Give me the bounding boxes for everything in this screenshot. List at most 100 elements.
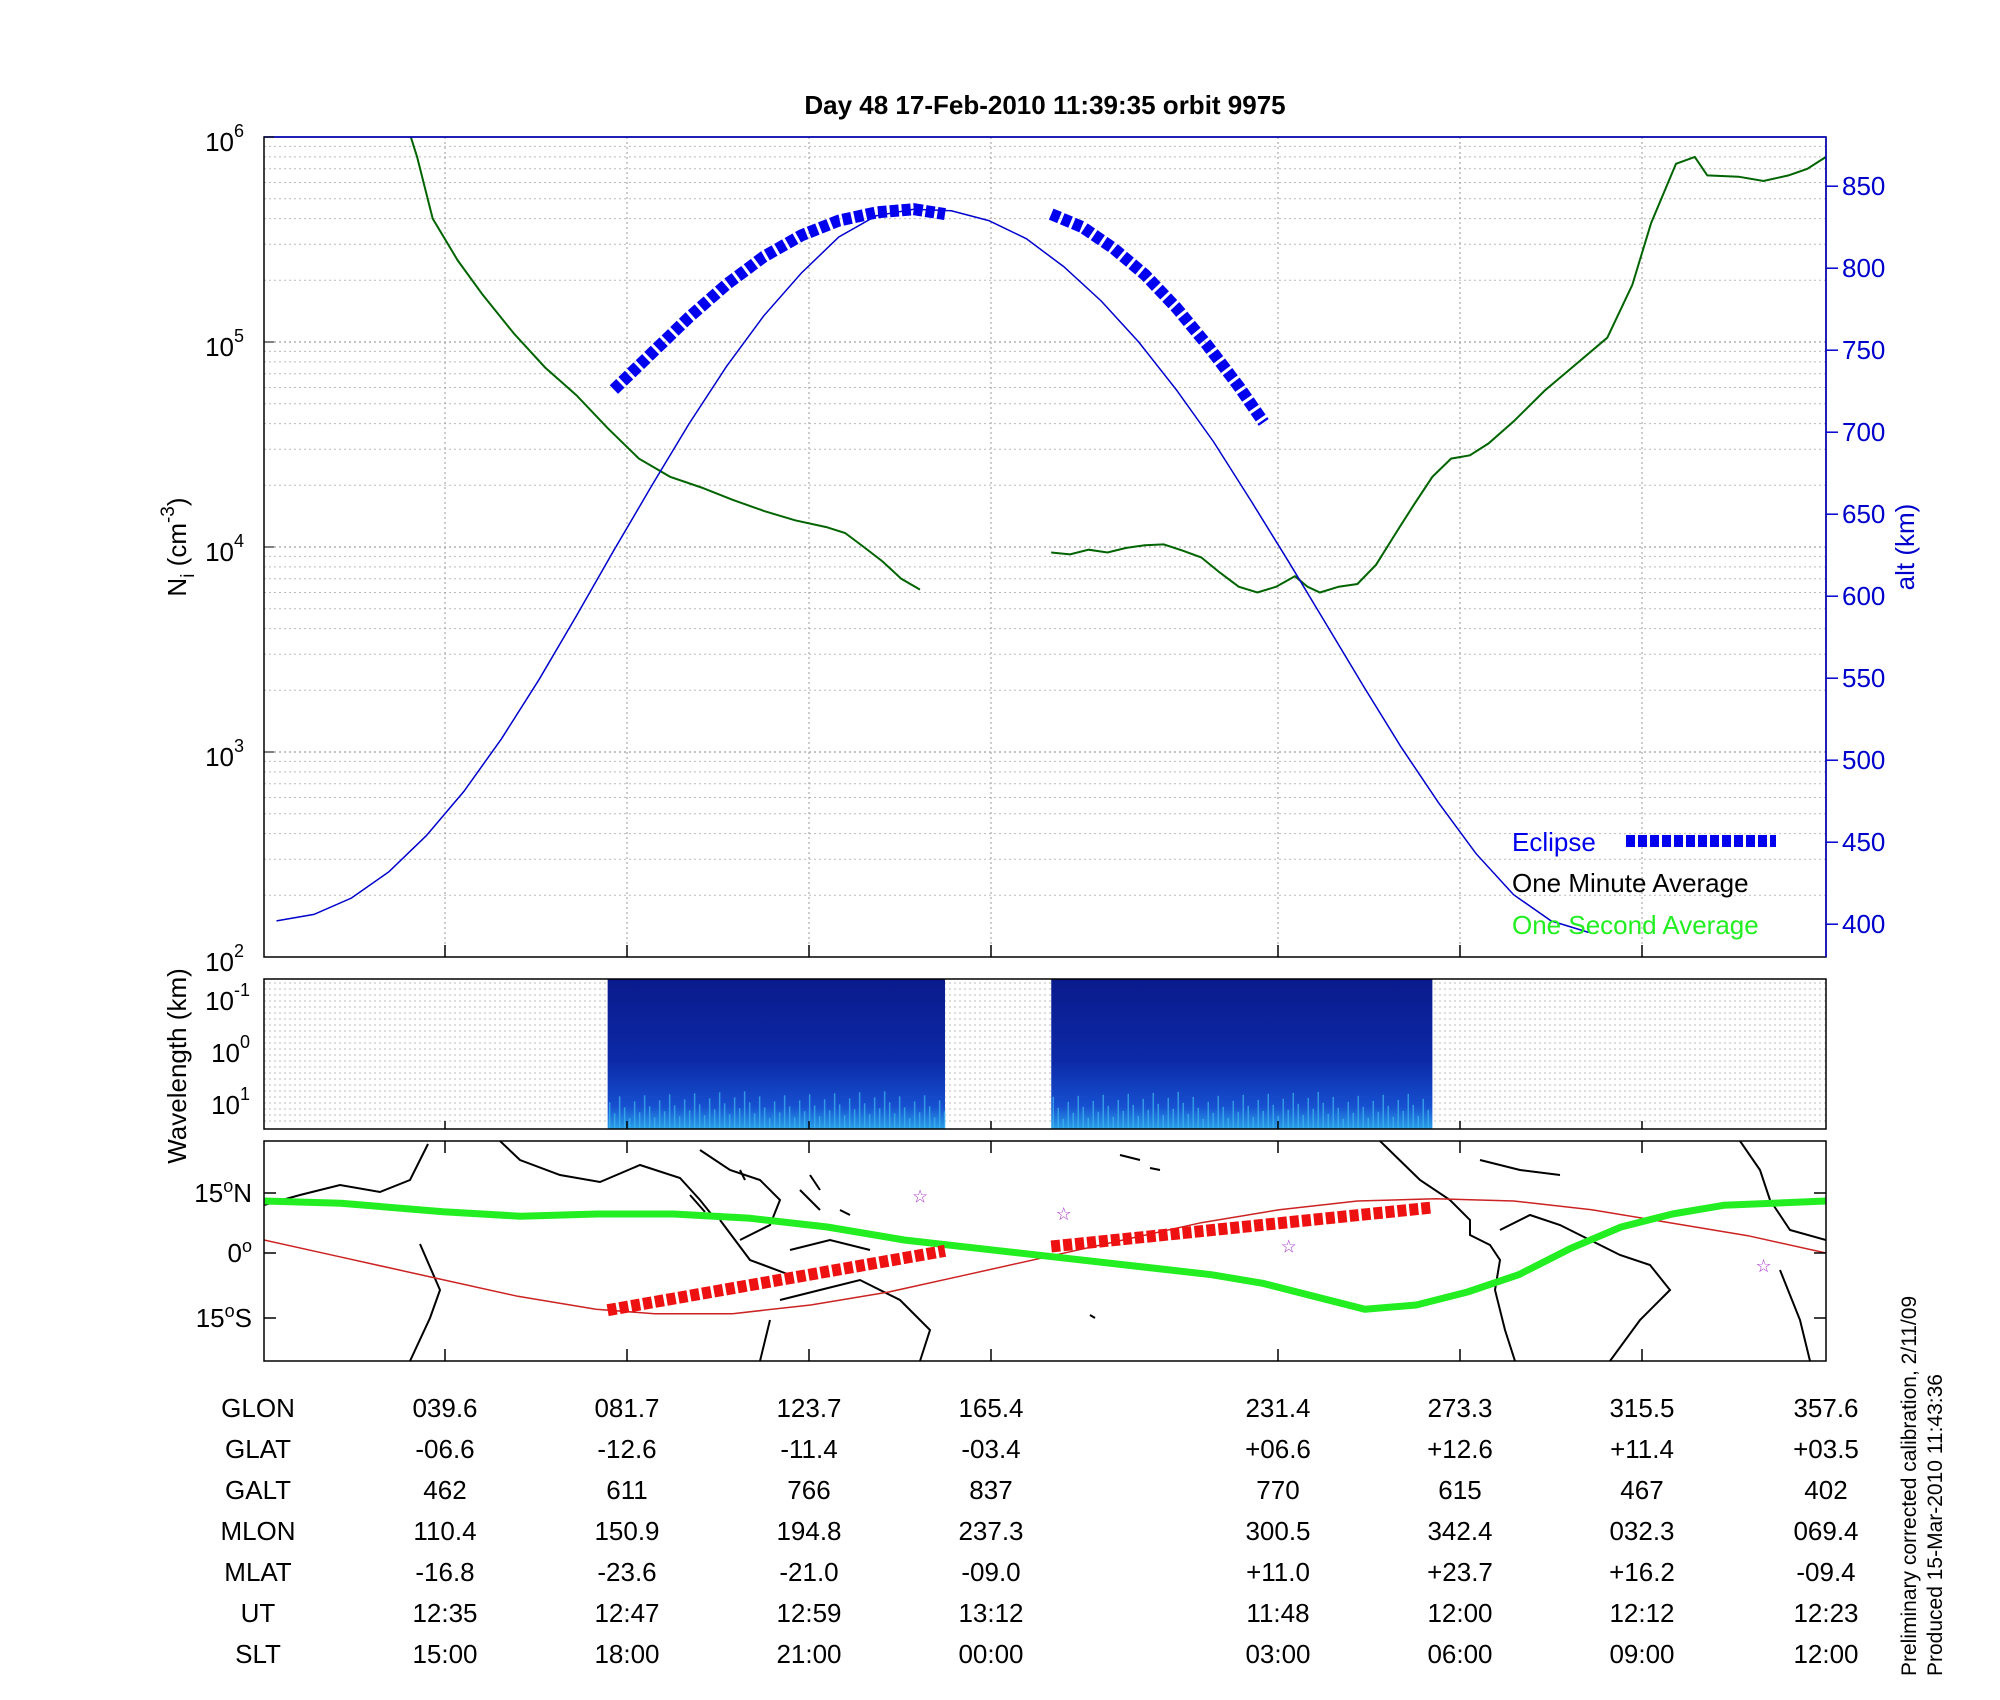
table-cell: 11:48	[1246, 1598, 1309, 1628]
spec-ytick-label: 101	[211, 1084, 250, 1120]
density-ytick-base: 10	[205, 332, 234, 362]
density-ytick-exp: 4	[234, 531, 244, 551]
table-row-label: GLAT	[225, 1434, 291, 1464]
table-cell: 18:00	[594, 1639, 659, 1669]
map-ytick-label: 0o	[228, 1236, 252, 1268]
density-ytick-label: 103	[205, 736, 244, 772]
table-cell: 12:00	[1793, 1639, 1858, 1669]
coast-europe-africa-east	[1739, 1141, 1826, 1361]
alt-ytick-label: 850	[1842, 171, 1885, 201]
spec-ytick-base: 10	[205, 986, 234, 1016]
table-cell: 165.4	[958, 1393, 1023, 1423]
alt-ytick-label: 500	[1842, 745, 1885, 775]
alt-ytick-label: 650	[1842, 499, 1885, 529]
table-cell: 13:12	[958, 1598, 1023, 1628]
star-marker: ☆	[1755, 1256, 1771, 1276]
table-cell: -09.4	[1796, 1557, 1855, 1587]
star-marker: ☆	[1281, 1237, 1297, 1257]
table-cell: 15:00	[412, 1639, 477, 1669]
spec-ytick-exp: 0	[240, 1032, 250, 1052]
density-ylabel-unit: (cm	[162, 523, 192, 574]
alt-ytick-label: 400	[1842, 909, 1885, 939]
density-ylabel-close: )	[162, 497, 192, 506]
map-ytick-hemi: S	[235, 1303, 252, 1333]
table-cell: -23.6	[597, 1557, 656, 1587]
legend-minute-label: One Minute Average	[1512, 868, 1749, 898]
density-ytick-exp: 3	[234, 736, 244, 756]
alt-ytick-label: 750	[1842, 335, 1885, 365]
side-note-line-2: Produced 15-Mar-2010 11:43:36	[1924, 1374, 1947, 1676]
table-cell: 12:00	[1427, 1598, 1492, 1628]
table-cell: 039.6	[412, 1393, 477, 1423]
table-row-label: GALT	[225, 1475, 291, 1505]
table-cell: 315.5	[1609, 1393, 1674, 1423]
legend-second-label: One Second Average	[1512, 910, 1759, 940]
table-cell: 069.4	[1793, 1516, 1858, 1546]
table-cell: 12:47	[594, 1598, 659, 1628]
table-cell: +11.0	[1246, 1557, 1310, 1587]
spec-ytick-label: 10-1	[205, 980, 250, 1016]
table-cell: -12.6	[597, 1434, 656, 1464]
alt-ytick-label: 800	[1842, 253, 1885, 283]
table-cell: +03.5	[1793, 1434, 1859, 1464]
coast-africa	[264, 1143, 442, 1361]
table-cell: +16.2	[1609, 1557, 1675, 1587]
spectrogram-y-ticks: 10-110 0 101	[205, 980, 1643, 1129]
coastline-outlines	[264, 1141, 1826, 1361]
spectrogram-block	[1051, 979, 1433, 1129]
ephemeris-table: GLON GLAT GALT MLON MLAT UT SLT 039.6 -06.6 462 11…	[220, 1393, 1858, 1669]
table-cell: 837	[969, 1475, 1012, 1505]
table-cell: 09:00	[1609, 1639, 1674, 1669]
alt-ytick-label: 550	[1842, 663, 1885, 693]
map-ytick-value: 15	[196, 1303, 225, 1333]
table-cell: 194.8	[776, 1516, 841, 1546]
density-series-group	[276, 137, 1826, 934]
table-cell: 766	[787, 1475, 830, 1505]
density-ytick-base: 10	[205, 127, 234, 157]
table-cell: 357.6	[1793, 1393, 1858, 1423]
table-cell: -03.4	[961, 1434, 1020, 1464]
alt-line	[276, 208, 1589, 934]
table-cell: 06:00	[1427, 1639, 1492, 1669]
table-cell: 110.4	[413, 1516, 476, 1546]
side-note: Preliminary corrected calibration, 2/11/…	[1898, 1290, 1947, 1676]
density-ytick-label: 102	[205, 941, 244, 977]
spec-ytick-exp: 1	[240, 1084, 250, 1104]
spectrogram-blocks	[607, 979, 1433, 1129]
coast-arabia-india	[499, 1141, 713, 1216]
map-stars: ☆ ☆ ☆ ☆	[912, 1187, 1772, 1276]
table-cell: +12.6	[1427, 1434, 1493, 1464]
legend: Eclipse One Minute Average One Second Av…	[1512, 827, 1776, 940]
density-line	[409, 137, 921, 591]
eclipse-track-red	[606, 1201, 1433, 1317]
magnetic-equator-green	[264, 1197, 1826, 1313]
density-ylabel-sub: i	[178, 574, 199, 578]
table-cell: 273.3	[1427, 1393, 1492, 1423]
spectrogram-ylabel: Wavelength (km)	[162, 968, 192, 1164]
table-cell: 611	[606, 1475, 647, 1505]
spectrogram-frame	[263, 978, 1827, 1130]
alt-ylabel: alt (km)	[1890, 504, 1920, 591]
density-grid	[264, 137, 1826, 958]
table-cell: 123.7	[776, 1393, 841, 1423]
coast-americas	[1379, 1141, 1672, 1361]
table-cell: 081.7	[594, 1393, 659, 1423]
coast-seasia	[699, 1149, 871, 1276]
map-ytick-label: 15oS	[196, 1301, 252, 1333]
alt-ytick-label: 450	[1842, 827, 1885, 857]
table-row-label: UT	[241, 1598, 276, 1628]
spectrogram-block	[607, 979, 946, 1129]
density-ytick-exp: 6	[234, 121, 244, 141]
eclipse-line	[1048, 208, 1269, 426]
table-cell: 300.5	[1245, 1516, 1310, 1546]
map-ytick-degree: o	[242, 1236, 252, 1256]
density-ylabel-main: N	[162, 578, 192, 597]
density-line	[1051, 155, 1826, 594]
spectrogram-panel: 10-110 0 101 Wavelength (km)	[162, 968, 1827, 1164]
eclipse-line	[609, 203, 946, 394]
table-cell: 615	[1438, 1475, 1481, 1505]
